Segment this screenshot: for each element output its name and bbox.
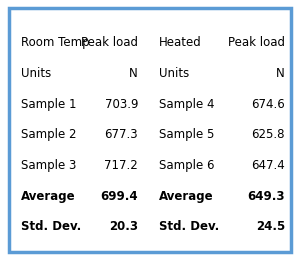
Text: Peak load: Peak load (228, 36, 285, 49)
Text: Sample 3: Sample 3 (21, 159, 76, 172)
Text: N: N (276, 67, 285, 80)
Text: 24.5: 24.5 (256, 220, 285, 233)
Text: Room Temp: Room Temp (21, 36, 90, 49)
Text: Average: Average (159, 190, 214, 203)
FancyBboxPatch shape (9, 8, 291, 252)
Text: Units: Units (159, 67, 189, 80)
Text: Sample 6: Sample 6 (159, 159, 214, 172)
Text: Std. Dev.: Std. Dev. (21, 220, 81, 233)
Text: Sample 4: Sample 4 (159, 98, 214, 111)
Text: Units: Units (21, 67, 51, 80)
Text: Std. Dev.: Std. Dev. (159, 220, 219, 233)
Text: N: N (129, 67, 138, 80)
Text: Average: Average (21, 190, 76, 203)
Text: 674.6: 674.6 (251, 98, 285, 111)
Text: 703.9: 703.9 (104, 98, 138, 111)
Text: Sample 2: Sample 2 (21, 128, 76, 141)
Text: 20.3: 20.3 (109, 220, 138, 233)
Text: 677.3: 677.3 (104, 128, 138, 141)
Text: Sample 1: Sample 1 (21, 98, 76, 111)
Text: Heated: Heated (159, 36, 202, 49)
Text: 647.4: 647.4 (251, 159, 285, 172)
Text: 717.2: 717.2 (104, 159, 138, 172)
Text: 625.8: 625.8 (251, 128, 285, 141)
Text: Sample 5: Sample 5 (159, 128, 214, 141)
Text: Peak load: Peak load (81, 36, 138, 49)
Text: 699.4: 699.4 (100, 190, 138, 203)
Text: 649.3: 649.3 (248, 190, 285, 203)
